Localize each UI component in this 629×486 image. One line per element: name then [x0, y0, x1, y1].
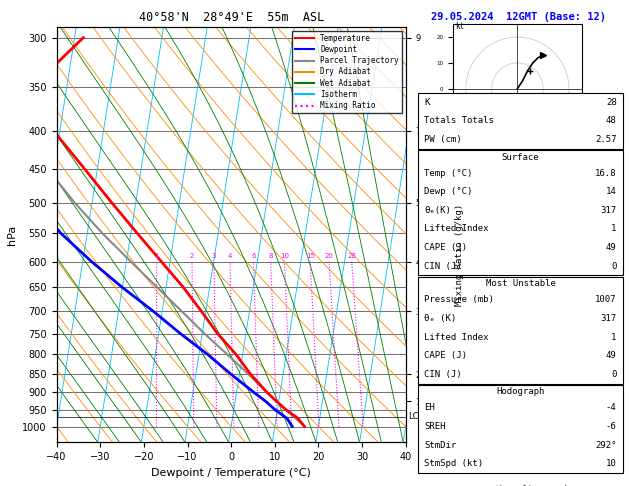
Y-axis label: km
ASL: km ASL: [431, 224, 449, 245]
Text: 8: 8: [269, 253, 273, 259]
Text: 292°: 292°: [595, 441, 616, 450]
Text: 48: 48: [606, 116, 616, 125]
Text: 1: 1: [155, 253, 159, 259]
Text: Pressure (mb): Pressure (mb): [425, 295, 494, 304]
Text: 14: 14: [606, 187, 616, 196]
Text: 49: 49: [606, 243, 616, 252]
Text: Dewp (°C): Dewp (°C): [425, 187, 473, 196]
Text: Totals Totals: Totals Totals: [425, 116, 494, 125]
Text: CIN (J): CIN (J): [425, 370, 462, 379]
Text: -6: -6: [606, 422, 616, 431]
Legend: Temperature, Dewpoint, Parcel Trajectory, Dry Adiabat, Wet Adiabat, Isotherm, Mi: Temperature, Dewpoint, Parcel Trajectory…: [292, 31, 402, 113]
Text: Lifted Index: Lifted Index: [425, 225, 489, 233]
Text: 20: 20: [325, 253, 333, 259]
Text: θₑ(K): θₑ(K): [425, 206, 451, 215]
Text: 29.05.2024  12GMT (Base: 12): 29.05.2024 12GMT (Base: 12): [431, 12, 606, 22]
Text: 3: 3: [211, 253, 216, 259]
Text: 10: 10: [606, 459, 616, 469]
Text: 49: 49: [606, 351, 616, 360]
Text: 2: 2: [190, 253, 194, 259]
Text: 28: 28: [606, 98, 616, 107]
Text: 0: 0: [611, 370, 616, 379]
Text: Surface: Surface: [502, 153, 539, 162]
Text: CAPE (J): CAPE (J): [425, 351, 467, 360]
Text: kt: kt: [455, 22, 465, 32]
Text: 1: 1: [611, 225, 616, 233]
Text: 6: 6: [251, 253, 256, 259]
Text: 1007: 1007: [595, 295, 616, 304]
Bar: [418, 150, 623, 276]
Text: Temp (°C): Temp (°C): [425, 169, 473, 178]
Bar: [418, 93, 623, 149]
Title: 40°58'N  28°49'E  55m  ASL: 40°58'N 28°49'E 55m ASL: [138, 11, 324, 24]
Text: 28: 28: [347, 253, 356, 259]
Text: 0: 0: [611, 261, 616, 271]
Text: CIN (J): CIN (J): [425, 261, 462, 271]
Text: 2.57: 2.57: [595, 135, 616, 144]
Text: StmSpd (kt): StmSpd (kt): [425, 459, 484, 469]
Text: EH: EH: [425, 403, 435, 413]
Bar: [418, 277, 623, 383]
Y-axis label: hPa: hPa: [7, 225, 17, 244]
Text: StmDir: StmDir: [425, 441, 457, 450]
Text: Hodograph: Hodograph: [496, 387, 545, 397]
Text: LCL: LCL: [408, 412, 423, 421]
Text: 16.8: 16.8: [595, 169, 616, 178]
Text: K: K: [425, 98, 430, 107]
Text: SREH: SREH: [425, 422, 446, 431]
X-axis label: Dewpoint / Temperature (°C): Dewpoint / Temperature (°C): [151, 468, 311, 478]
Text: 317: 317: [601, 206, 616, 215]
Text: Lifted Index: Lifted Index: [425, 332, 489, 342]
Text: CAPE (J): CAPE (J): [425, 243, 467, 252]
Text: -4: -4: [606, 403, 616, 413]
Text: 4: 4: [228, 253, 232, 259]
Text: 15: 15: [306, 253, 314, 259]
Text: PW (cm): PW (cm): [425, 135, 462, 144]
Text: 10: 10: [280, 253, 289, 259]
Text: 317: 317: [601, 314, 616, 323]
Text: © weatheronline.co.uk: © weatheronline.co.uk: [472, 485, 569, 486]
Text: θₑ (K): θₑ (K): [425, 314, 457, 323]
Bar: [418, 385, 623, 473]
Text: Most Unstable: Most Unstable: [486, 279, 555, 288]
Text: Mixing Ratio (g/kg): Mixing Ratio (g/kg): [455, 204, 464, 306]
Text: 1: 1: [611, 332, 616, 342]
